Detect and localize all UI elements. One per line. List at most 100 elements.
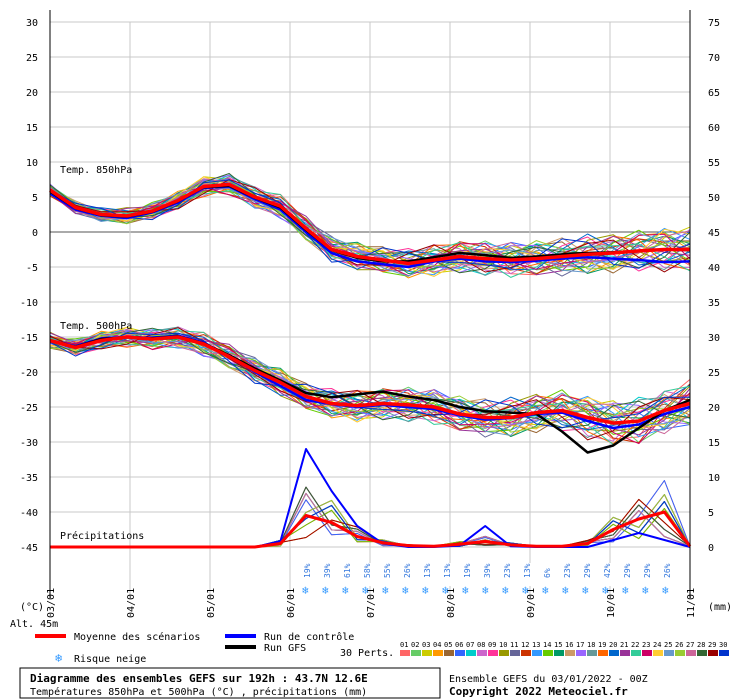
mean-t500-line — [49, 335, 691, 425]
left-tick-label: -30 — [20, 438, 38, 449]
left-tick-label: -40 — [20, 508, 38, 519]
altitude-label: Alt. 45m — [10, 619, 58, 630]
date-label: 09/01 — [526, 588, 537, 618]
member-swatch — [499, 650, 509, 656]
right-tick-label: 15 — [708, 438, 720, 449]
member-t500-line — [49, 329, 691, 438]
snow-risk-value: 13% — [523, 563, 532, 578]
member-t500-line — [49, 333, 691, 445]
snow-risk-bg — [401, 563, 413, 586]
snow-risk-value: 42% — [603, 563, 612, 578]
member-number: 02 — [411, 641, 419, 649]
legend-perts-label: 30 Perts. — [340, 648, 394, 659]
snow-risk-value: 55% — [383, 563, 392, 578]
snow-risk-value: 13% — [423, 563, 432, 578]
member-number: 01 — [400, 641, 408, 649]
snow-risk-value: 19% — [303, 563, 312, 578]
snow-icon: ❄ — [442, 584, 449, 597]
member-swatch — [554, 650, 564, 656]
date-label: 03/01 — [46, 588, 57, 618]
member-swatch — [521, 650, 531, 656]
snow-risk-bg — [581, 563, 593, 586]
member-swatches: 01 02 03 04 05 06 07 08 09 10 11 12 13 14 15 16 17 18 19 20… — [400, 641, 729, 656]
snow-risk-value: 58% — [363, 563, 372, 578]
member-number: 13 — [532, 641, 540, 649]
right-tick-label: 55 — [708, 158, 720, 169]
snow-risk-bg — [321, 563, 333, 586]
member-number: 19 — [598, 641, 606, 649]
snow-risk-value: 39% — [323, 563, 332, 578]
snow-risk-bg — [561, 563, 573, 586]
member-swatch — [422, 650, 432, 656]
left-tick-label: 10 — [26, 158, 38, 169]
member-number: 03 — [422, 641, 430, 649]
date-label: 04/01 — [126, 588, 137, 618]
left-tick-label: -20 — [20, 368, 38, 379]
member-number: 23 — [642, 641, 650, 649]
member-number: 15 — [554, 641, 562, 649]
right-tick-label: 10 — [708, 473, 720, 484]
title-box — [19, 667, 441, 699]
member-swatch — [510, 650, 520, 656]
snow-risk-value: 39% — [483, 563, 492, 578]
panel-label-500: Temp. 500hPa — [60, 321, 132, 332]
snow-icon: ❄ — [642, 584, 649, 597]
member-swatch — [587, 650, 597, 656]
member-swatch — [719, 650, 729, 656]
left-tick-label: 0 — [32, 228, 38, 239]
member-t500-line — [49, 327, 691, 441]
snow-risk-value: 13% — [443, 563, 452, 578]
member-swatch — [675, 650, 685, 656]
right-tick-label: 30 — [708, 333, 720, 344]
member-number: 26 — [675, 641, 683, 649]
snow-risk-value: 6% — [543, 568, 552, 578]
snow-risk-bg — [421, 563, 433, 586]
left-tick-label: 25 — [26, 53, 38, 64]
legend-mean-label: Moyenne des scénarios — [74, 631, 200, 643]
member-swatch — [653, 650, 663, 656]
member-number: 12 — [521, 641, 529, 649]
member-swatch — [631, 650, 641, 656]
member-number: 06 — [455, 641, 463, 649]
snow-risk-bg — [441, 563, 453, 586]
member-number: 11 — [510, 641, 518, 649]
left-tick-label: 5 — [32, 193, 38, 204]
panel-label-precip: Précipitations — [60, 530, 144, 542]
legend-control-label: Run de contrôle — [264, 631, 354, 643]
member-number: 18 — [587, 641, 595, 649]
snow-icon: ❄ — [542, 584, 549, 597]
member-number: 28 — [697, 641, 705, 649]
snow-icon: ❄ — [622, 584, 629, 597]
member-t500-line — [49, 332, 691, 433]
snow-icon: ❄ — [342, 584, 349, 597]
member-swatch — [455, 650, 465, 656]
snow-risk-bg — [661, 563, 673, 586]
left-tick-label: 30 — [26, 18, 38, 29]
snow-icon: ❄ — [422, 584, 429, 597]
member-number: 07 — [466, 641, 474, 649]
snow-icon: ❄ — [602, 584, 609, 597]
left-tick-label: 20 — [26, 88, 38, 99]
member-swatch — [565, 650, 575, 656]
snow-icon: ❄ — [662, 584, 669, 597]
snow-risk-bg — [361, 563, 373, 586]
snow-icon: ❄ — [382, 584, 389, 597]
member-swatch — [532, 650, 542, 656]
snow-icon: ❄ — [362, 584, 369, 597]
series-lines — [49, 173, 692, 549]
member-number: 24 — [653, 641, 661, 649]
right-tick-label: 60 — [708, 123, 720, 134]
snow-risk-value: 26% — [663, 563, 672, 578]
date-label: 08/01 — [446, 588, 457, 618]
snow-risk-bg — [541, 563, 553, 586]
snow-icon: ❄ — [562, 584, 569, 597]
member-swatch — [598, 650, 608, 656]
right-tick-label: 40 — [708, 263, 720, 274]
snow-risk-value: 23% — [503, 563, 512, 578]
snow-risk-value: 23% — [563, 563, 572, 578]
member-number: 25 — [664, 641, 672, 649]
member-number: 16 — [565, 641, 573, 649]
member-number: 17 — [576, 641, 584, 649]
